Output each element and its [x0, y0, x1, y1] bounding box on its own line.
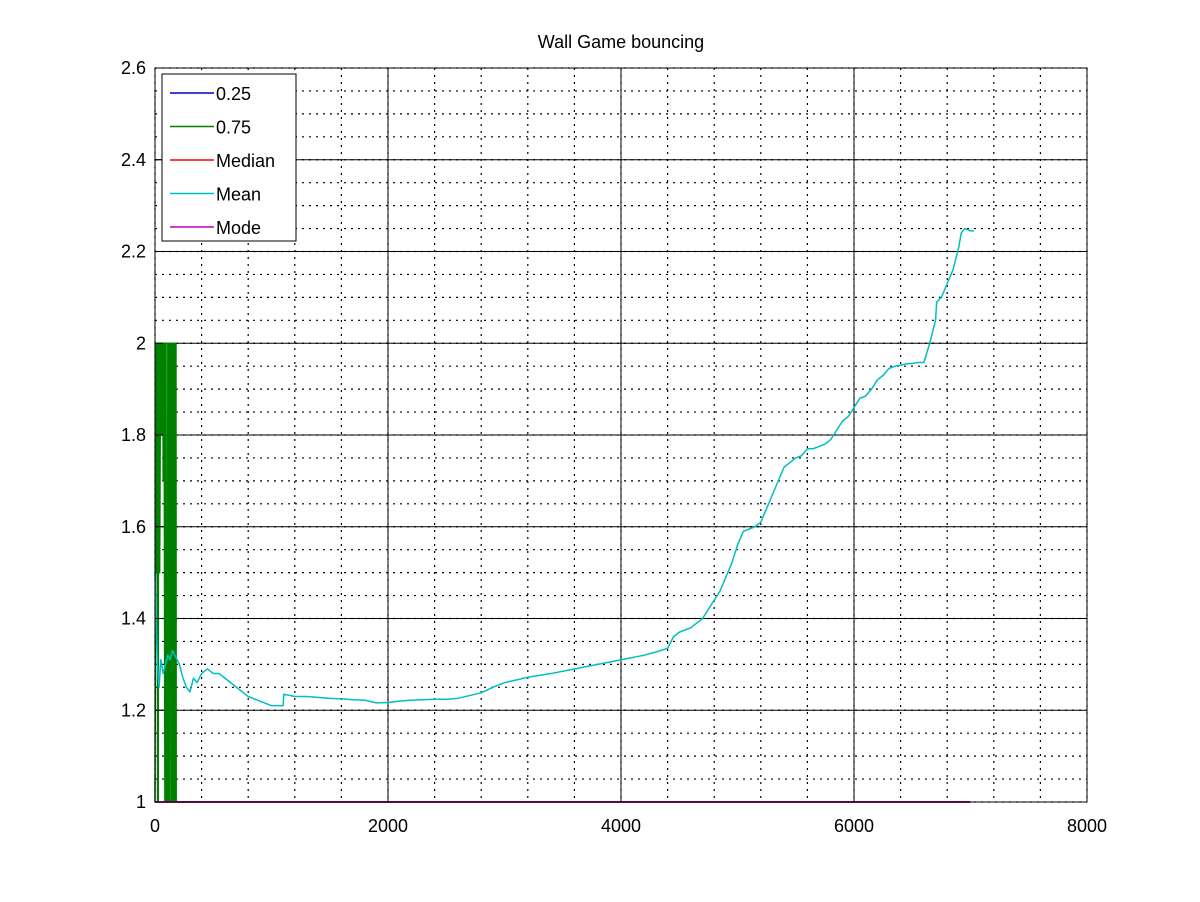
y-axis-tick-labels: 1 1.2 1.4 1.6 1.8 2 2.2 2.4 2.6 [121, 58, 146, 812]
x-tick-label: 2000 [368, 816, 408, 836]
x-axis-tick-labels: 0 2000 4000 6000 8000 [150, 816, 1107, 836]
legend-label-0-25: 0.25 [216, 84, 251, 104]
y-tick-label: 2.4 [121, 150, 146, 170]
y-tick-label: 1.6 [121, 517, 146, 537]
x-tick-label: 6000 [834, 816, 874, 836]
y-tick-label: 1.4 [121, 609, 146, 629]
legend-label-mode: Mode [216, 218, 261, 238]
chart-title: Wall Game bouncing [538, 32, 704, 52]
y-tick-label: 2.2 [121, 242, 146, 262]
legend-label-median: Median [216, 151, 275, 171]
x-tick-label: 0 [150, 816, 160, 836]
y-tick-label: 2.6 [121, 58, 146, 78]
x-tick-label: 8000 [1067, 816, 1107, 836]
legend: 0.25 0.75 Median Mean Mode [161, 73, 297, 242]
legend-label-mean: Mean [216, 185, 261, 205]
axis-ticks [154, 67, 1088, 803]
y-tick-label: 1 [136, 792, 146, 812]
y-tick-label: 1.8 [121, 425, 146, 445]
series-line-mean [154, 227, 974, 707]
legend-label-0-75: 0.75 [216, 118, 251, 138]
x-tick-label: 4000 [601, 816, 641, 836]
y-tick-label: 1.2 [121, 700, 146, 720]
major-grid [154, 67, 1088, 803]
y-tick-label: 2 [136, 333, 146, 353]
legend-box [161, 73, 297, 242]
